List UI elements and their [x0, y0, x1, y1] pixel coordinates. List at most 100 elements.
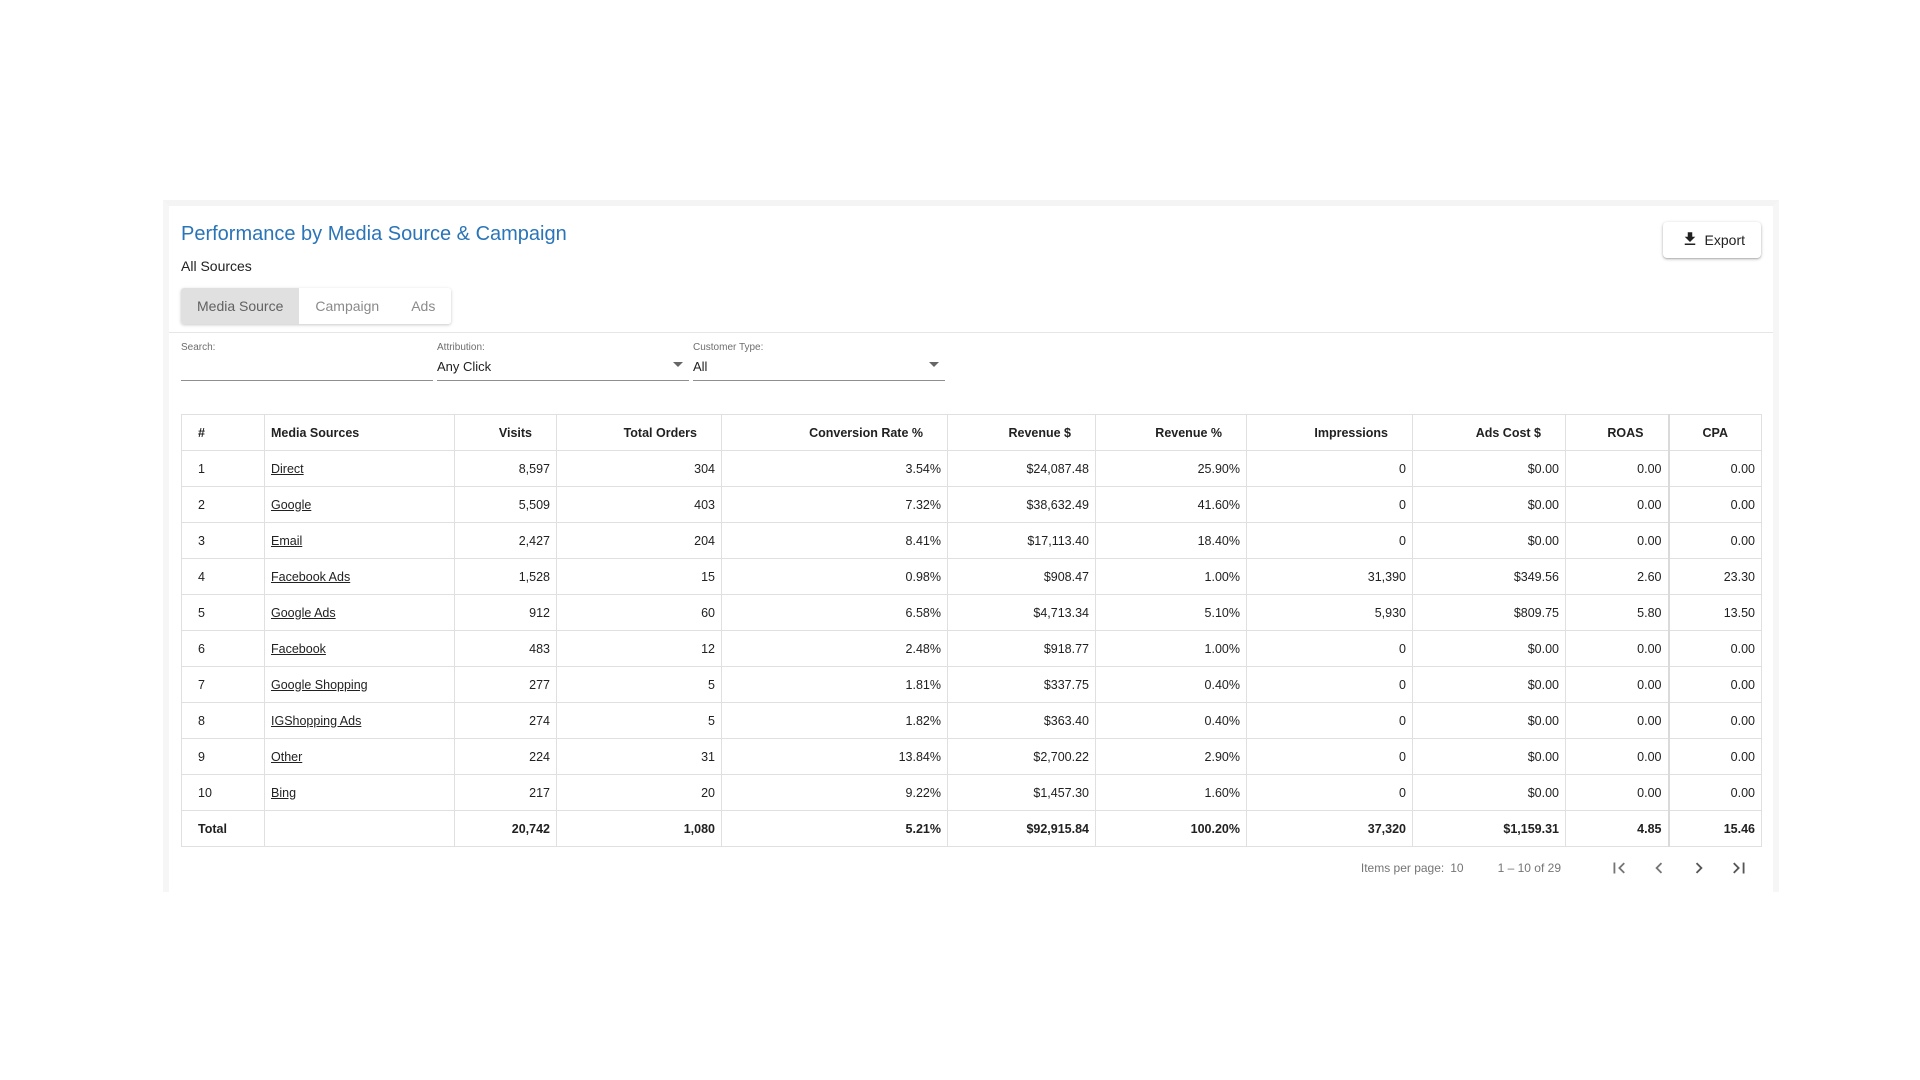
- table-cell: 6.58%: [721, 594, 948, 631]
- table-cell: 0.98%: [721, 558, 948, 595]
- tab-campaign[interactable]: Campaign: [299, 288, 396, 324]
- tab-ads[interactable]: Ads: [395, 288, 452, 324]
- attribution-select[interactable]: Attribution: Any Click: [437, 342, 689, 381]
- table-cell: 274: [454, 702, 557, 739]
- column-header[interactable]: Ads Cost $: [1412, 414, 1566, 451]
- previous-page-button[interactable]: [1639, 856, 1679, 880]
- media-source-link[interactable]: Other: [271, 749, 303, 764]
- table-cell: 13.84%: [721, 738, 948, 775]
- first-page-button[interactable]: [1599, 856, 1639, 880]
- table-cell: 0.00: [1667, 486, 1762, 523]
- table-cell: 204: [556, 522, 722, 559]
- table-row: 10 Bing 217 20 9.22% $1,457.30 1.60% 0 $0.00 0.00…: [181, 774, 1762, 811]
- table-cell: 0.40%: [1095, 702, 1247, 739]
- table-cell: 5,509: [454, 486, 557, 523]
- table-cell: 0: [1246, 522, 1413, 559]
- table-cell: $17,113.40: [947, 522, 1096, 559]
- table-cell: 0: [1246, 666, 1413, 703]
- media-source-link[interactable]: Google Ads: [271, 605, 336, 620]
- table-cell: 1.00%: [1095, 558, 1247, 595]
- column-header[interactable]: Total Orders: [556, 414, 722, 451]
- table-cell: $0.00: [1412, 666, 1566, 703]
- performance-table: # Media Sources Visits Total Orders Conv…: [181, 414, 1762, 847]
- last-page-icon: [1733, 862, 1745, 874]
- last-page-button[interactable]: [1719, 856, 1759, 880]
- table-cell: 277: [454, 666, 557, 703]
- table-cell: 5: [556, 666, 722, 703]
- table-cell: $337.75: [947, 666, 1096, 703]
- table-row: 7 Google Shopping 277 5 1.81% $337.75 0.40% 0 $0…: [181, 666, 1762, 703]
- table-cell: 403: [556, 486, 722, 523]
- table-cell: 18.40%: [1095, 522, 1247, 559]
- table-cell: 0.00: [1565, 486, 1669, 523]
- table-cell: 12: [556, 630, 722, 667]
- table-cell: 25.90%: [1095, 450, 1247, 487]
- media-source-link[interactable]: Google: [271, 497, 312, 512]
- media-source-link[interactable]: Email: [271, 533, 303, 548]
- table-cell: 7: [181, 666, 265, 703]
- table-cell: 0: [1246, 702, 1413, 739]
- total-cell: 100.20%: [1095, 810, 1247, 847]
- customer-type-label: Customer Type:: [693, 342, 764, 353]
- column-header[interactable]: Conversion Rate %: [721, 414, 948, 451]
- table-cell: 0.00: [1667, 702, 1762, 739]
- attribution-label: Attribution:: [437, 342, 485, 353]
- table-cell: $363.40: [947, 702, 1096, 739]
- table-cell: $0.00: [1412, 486, 1566, 523]
- column-header[interactable]: Media Sources: [264, 414, 455, 451]
- media-source-link[interactable]: Direct: [271, 461, 304, 476]
- media-source-link[interactable]: Bing: [271, 785, 297, 800]
- table-cell: $24,087.48: [947, 450, 1096, 487]
- table-cell: 0.00: [1565, 702, 1669, 739]
- table-cell: 10: [181, 774, 265, 811]
- table-cell: 0.00: [1565, 774, 1669, 811]
- table-header-row: # Media Sources Visits Total Orders Conv…: [181, 414, 1762, 451]
- total-cell: 5.21%: [721, 810, 948, 847]
- table-cell: 0.00: [1667, 774, 1762, 811]
- customer-type-select[interactable]: Customer Type: All: [693, 342, 945, 381]
- performance-table-wrapper: # Media Sources Visits Total Orders Conv…: [181, 414, 1762, 847]
- tab-media-source[interactable]: Media Source: [181, 288, 300, 324]
- column-header[interactable]: Revenue %: [1095, 414, 1247, 451]
- search-input[interactable]: [181, 358, 433, 373]
- table-cell: 2.90%: [1095, 738, 1247, 775]
- table-cell: 304: [556, 450, 722, 487]
- column-header[interactable]: Impressions: [1246, 414, 1413, 451]
- column-header[interactable]: Revenue $: [947, 414, 1096, 451]
- attribution-value: Any Click: [437, 359, 492, 374]
- column-header[interactable]: ROAS: [1565, 414, 1669, 451]
- view-tabs: Media Source Campaign Ads: [181, 288, 452, 324]
- table-cell: 0: [1246, 450, 1413, 487]
- table-cell: $0.00: [1412, 630, 1566, 667]
- media-source-link[interactable]: IGShopping Ads: [271, 713, 362, 728]
- column-header[interactable]: #: [181, 414, 265, 451]
- table-cell: 5: [181, 594, 265, 631]
- media-source-link[interactable]: Google Shopping: [271, 677, 368, 692]
- table-cell: 5.10%: [1095, 594, 1247, 631]
- dropdown-arrow-icon: [673, 362, 683, 367]
- total-cell: 1,080: [556, 810, 722, 847]
- table-cell: 5.80: [1565, 594, 1669, 631]
- search-field: Search:: [181, 342, 433, 381]
- table-cell: 8: [181, 702, 265, 739]
- table-cell: 0.00: [1565, 738, 1669, 775]
- media-source-link[interactable]: Facebook Ads: [271, 569, 351, 584]
- table-cell: 0: [1246, 774, 1413, 811]
- table-cell: 41.60%: [1095, 486, 1247, 523]
- column-header[interactable]: Visits: [454, 414, 557, 451]
- media-source-cell: Bing: [264, 774, 455, 811]
- media-source-link[interactable]: Facebook: [271, 641, 326, 656]
- chevron-left-icon: [1655, 862, 1663, 874]
- table-cell: 2: [181, 486, 265, 523]
- column-header[interactable]: CPA: [1667, 414, 1762, 451]
- items-per-page-value[interactable]: 10: [1450, 861, 1464, 875]
- total-cell: 4.85: [1565, 810, 1669, 847]
- next-page-button[interactable]: [1679, 856, 1719, 880]
- table-cell: $0.00: [1412, 522, 1566, 559]
- table-cell: 4: [181, 558, 265, 595]
- export-button[interactable]: Export: [1662, 222, 1761, 258]
- table-row: 2 Google 5,509 403 7.32% $38,632.49 41.60% 0 $0.…: [181, 486, 1762, 523]
- table-cell: 1.60%: [1095, 774, 1247, 811]
- paginator: Items per page: 10 1 – 10 of 29: [1361, 856, 1759, 880]
- table-cell: 3: [181, 522, 265, 559]
